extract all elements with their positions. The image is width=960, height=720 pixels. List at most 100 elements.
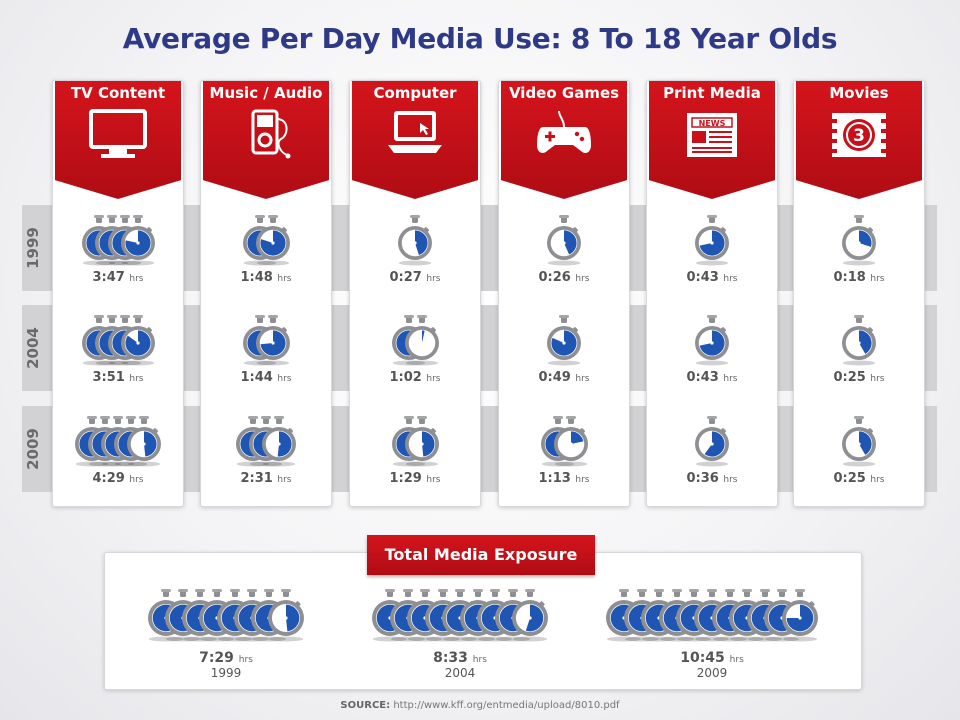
time-value: 0:27 hrs [350, 270, 480, 285]
unit-label: hrs [129, 374, 144, 384]
time-value: 1:02 hrs [350, 370, 480, 385]
stopwatch-icon [268, 589, 304, 642]
time-text: 1:29 [389, 471, 422, 486]
stopwatch-icon [842, 215, 876, 266]
unit-label: hrs [277, 475, 292, 485]
stopwatch-icon [842, 416, 876, 467]
data-cell: 0:43 hrs [647, 306, 777, 392]
time-value: 4:29 hrs [53, 471, 183, 486]
unit-label: hrs [723, 374, 738, 384]
category-column: Print Media NEWS 0:43 hrs 0:43 hrs 0:36 hrs [646, 80, 778, 507]
year-label: 1999 [20, 205, 46, 291]
total-year: 1999 [210, 666, 242, 680]
data-cell: 0:18 hrs [794, 206, 924, 292]
unit-label: hrs [129, 274, 144, 284]
time-text: 1:02 [389, 370, 422, 385]
year-label-text: 2004 [24, 327, 42, 369]
stopwatch-icon [695, 315, 729, 366]
time-value: 2:31 hrs [201, 471, 331, 486]
stopwatch-group [53, 314, 183, 366]
data-cell: 3:51 hrs [53, 306, 183, 392]
time-text: 0:36 [686, 471, 719, 486]
unit-label: hrs [277, 374, 292, 384]
category-label: Movies [829, 84, 889, 102]
category-banner: Print Media NEWS [649, 81, 775, 199]
stopwatch-icon [120, 215, 155, 266]
unit-label: hrs [870, 475, 885, 485]
category-column: Computer 0:27 hrs 1:02 hrs 1:29 hrs [349, 80, 481, 507]
stopwatch-icon [255, 215, 290, 266]
stopwatch-group [201, 214, 331, 266]
category-label: Music / Audio [209, 84, 323, 102]
stopwatch-group [499, 415, 629, 467]
stopwatch-icon [547, 315, 581, 366]
time-text: 1:48 [240, 270, 273, 285]
time-text: 4:29 [92, 471, 125, 486]
data-cell: 1:02 hrs [350, 306, 480, 392]
stopwatch-group [647, 415, 777, 467]
time-text: 0:43 [686, 270, 719, 285]
stopwatch-icon [255, 315, 290, 366]
time-text: 0:26 [538, 270, 571, 285]
time-text: 1:13 [538, 471, 571, 486]
time-value: 1:29 hrs [350, 471, 480, 486]
unit-label: hrs [472, 655, 487, 665]
stopwatch-group [144, 588, 308, 642]
unit-label: hrs [723, 274, 738, 284]
stopwatch-icon [127, 416, 161, 467]
data-cell: 2:31 hrs [201, 407, 331, 493]
time-text: 0:25 [833, 471, 866, 486]
unit-label: hrs [575, 475, 590, 485]
time-text: 10:45 [680, 650, 725, 666]
stopwatch-group [201, 415, 331, 467]
category-column: Video Games 0:26 hrs 0:49 hrs 1:13 hrs [498, 80, 630, 507]
stopwatch-group [499, 214, 629, 266]
stopwatch-icon [842, 315, 876, 366]
unit-label: hrs [238, 655, 253, 665]
stopwatch-group [368, 588, 552, 642]
time-value: 0:43 hrs [647, 370, 777, 385]
stopwatch-group [647, 314, 777, 366]
data-cell: 1:48 hrs [201, 206, 331, 292]
stopwatch-group [350, 415, 480, 467]
data-cell: 1:44 hrs [201, 306, 331, 392]
time-value: 0:25 hrs [794, 471, 924, 486]
total-time-value: 8:33 hrs [368, 650, 552, 666]
music-player-icon [231, 105, 301, 165]
stopwatch-icon [695, 215, 729, 266]
time-text: 3:47 [92, 270, 125, 285]
film-reel-icon: 3 [824, 105, 894, 165]
total-item: 8:33 hrs 2004 [368, 580, 552, 690]
unit-label: hrs [426, 475, 441, 485]
total-year: 2004 [444, 666, 476, 680]
category-column: TV Content 3:47 hrs 3:51 hrs 4:29 hrs [52, 80, 184, 507]
stopwatch-icon [553, 416, 588, 467]
time-text: 3:51 [92, 370, 125, 385]
stopwatch-group [350, 314, 480, 366]
stopwatch-group [350, 214, 480, 266]
category-label: TV Content [70, 84, 166, 102]
unit-label: hrs [426, 374, 441, 384]
data-cell: 0:26 hrs [499, 206, 629, 292]
data-cell: 0:25 hrs [794, 407, 924, 493]
time-value: 0:36 hrs [647, 471, 777, 486]
time-value: 1:44 hrs [201, 370, 331, 385]
category-banner: TV Content [55, 81, 181, 199]
stopwatch-icon [782, 589, 818, 642]
time-value: 0:26 hrs [499, 270, 629, 285]
total-item: 7:29 hrs 1999 [144, 580, 308, 690]
unit-label: hrs [729, 655, 744, 665]
category-label: Print Media [663, 84, 761, 102]
data-cell: 0:49 hrs [499, 306, 629, 392]
data-cell: 4:29 hrs [53, 407, 183, 493]
category-label: Computer [373, 84, 457, 102]
stopwatch-icon [398, 215, 432, 266]
unit-label: hrs [575, 274, 590, 284]
category-column: Movies 3 0:18 hrs 0:25 hrs 0:25 hrs [793, 80, 925, 507]
page-title: Average Per Day Media Use: 8 To 18 Year … [122, 22, 838, 55]
total-item: 10:45 hrs 2009 [602, 580, 822, 690]
stopwatch-group [794, 415, 924, 467]
unit-label: hrs [129, 475, 144, 485]
stopwatch-group [53, 415, 183, 467]
time-value: 0:49 hrs [499, 370, 629, 385]
